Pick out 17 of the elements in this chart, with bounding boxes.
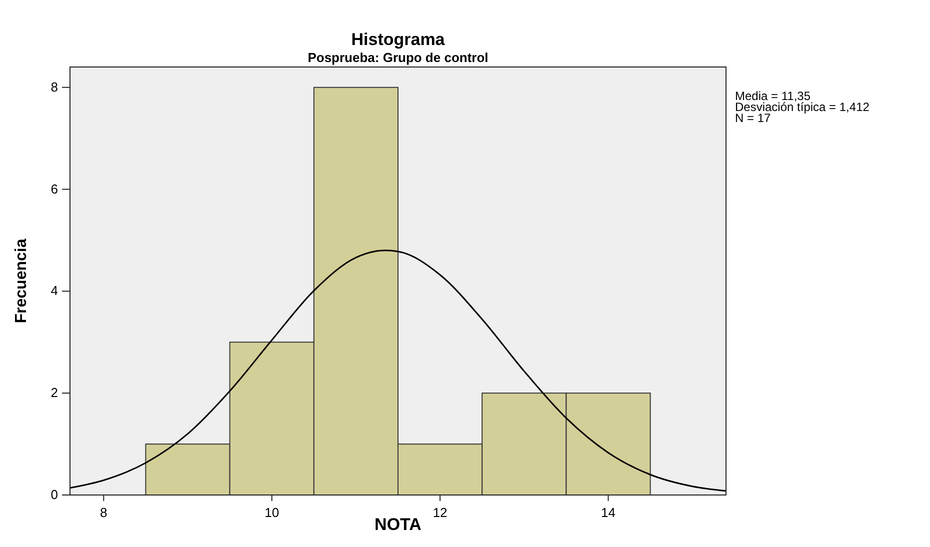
y-axis-title: Frecuencia <box>13 238 30 324</box>
x-tick-label: 12 <box>432 505 448 520</box>
x-tick-label: 10 <box>264 505 280 520</box>
y-tick-label: 4 <box>50 283 58 298</box>
y-tick-label: 8 <box>50 79 58 94</box>
x-tick-label: 14 <box>601 505 616 520</box>
x-axis-title: NOTA <box>374 515 422 534</box>
text: N = 17 <box>735 111 772 125</box>
x-tick-label: 8 <box>100 505 108 520</box>
line-series <box>70 250 726 492</box>
chart-title: Histograma <box>351 30 446 49</box>
text: Desviación típica = 1,412 <box>735 100 870 114</box>
y-tick-label: 2 <box>50 385 58 400</box>
chart-subtitle: Posprueba: Grupo de control <box>308 50 488 65</box>
y-tick-label: 6 <box>50 181 58 196</box>
y-tick-label: 0 <box>50 487 58 502</box>
text: Media = 11,35 <box>735 89 811 103</box>
